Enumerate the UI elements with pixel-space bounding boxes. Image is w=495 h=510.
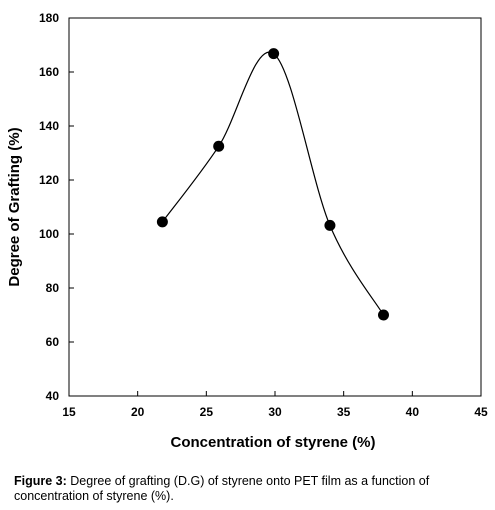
data-points bbox=[156, 48, 389, 321]
y-axis-ticks: 40 60 80 100 120 140 160 180 bbox=[39, 11, 74, 403]
caption-lead: Figure 3: bbox=[14, 474, 67, 488]
x-axis-label: Concentration of styrene (%) bbox=[170, 434, 375, 451]
x-tick-label: 45 bbox=[474, 405, 488, 419]
y-tick-label: 60 bbox=[46, 335, 60, 349]
y-tick-label: 100 bbox=[39, 227, 59, 241]
x-axis-ticks: 15 20 25 30 35 40 45 bbox=[62, 391, 488, 419]
x-tick-label: 15 bbox=[62, 405, 76, 419]
caption-text: Degree of grafting (D.G) of styrene onto… bbox=[14, 474, 430, 503]
y-tick-label: 120 bbox=[39, 173, 59, 187]
chart: 15 20 25 30 35 40 45 40 60 80 100 120 140 160 180 Con… bbox=[6, 11, 488, 451]
data-point bbox=[268, 48, 280, 60]
x-tick-label: 30 bbox=[268, 405, 282, 419]
data-point bbox=[377, 309, 389, 321]
y-axis-label: Degree of Grafting (%) bbox=[6, 127, 23, 286]
x-tick-label: 25 bbox=[200, 405, 214, 419]
data-point bbox=[213, 140, 225, 152]
y-tick-label: 140 bbox=[39, 119, 59, 133]
data-point bbox=[156, 216, 168, 228]
data-point bbox=[324, 219, 336, 231]
y-tick-label: 40 bbox=[46, 389, 60, 403]
figure-caption: Figure 3: Degree of grafting (D.G) of st… bbox=[14, 474, 492, 504]
x-tick-label: 35 bbox=[337, 405, 351, 419]
series-line bbox=[161, 51, 385, 316]
x-tick-label: 20 bbox=[131, 405, 145, 419]
x-tick-label: 40 bbox=[406, 405, 420, 419]
plot-frame bbox=[68, 17, 482, 397]
y-tick-label: 180 bbox=[39, 11, 59, 25]
y-tick-label: 160 bbox=[39, 65, 59, 79]
y-tick-label: 80 bbox=[46, 281, 60, 295]
